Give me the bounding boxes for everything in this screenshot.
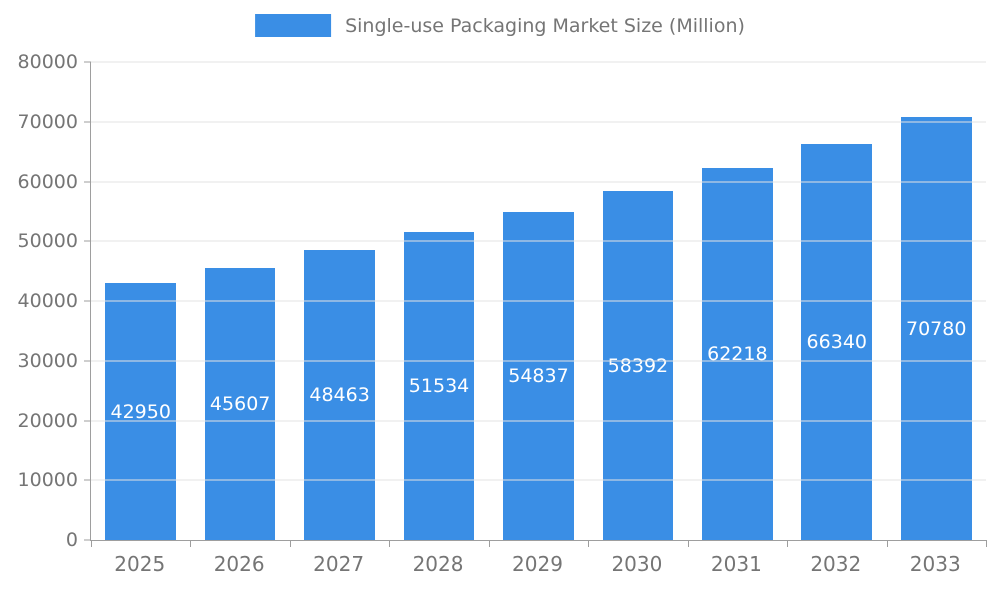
x-tick-label: 2030 xyxy=(611,552,663,576)
y-tick-mark xyxy=(84,479,91,481)
bar-value-label: 45607 xyxy=(209,392,271,415)
y-tick-label: 20000 xyxy=(17,409,78,432)
x-axis-labels: 2025 2026 2027 2028 2029 2030 2031 2032 2033 xyxy=(90,552,985,576)
bar-2025: 42950 xyxy=(105,283,177,540)
gridline xyxy=(91,479,986,481)
bar-2026: 45607 xyxy=(204,267,276,540)
bar-2027: 48463 xyxy=(304,250,375,540)
x-tick-label: 2033 xyxy=(909,552,961,576)
legend-swatch xyxy=(255,14,332,37)
y-tick-mark xyxy=(84,300,91,302)
bar-2033: 70780 xyxy=(900,117,972,540)
y-tick-mark xyxy=(84,539,91,541)
y-tick-label: 70000 xyxy=(17,110,78,133)
bar-slot: 45607 xyxy=(190,62,289,540)
gridline xyxy=(91,360,986,362)
chart-title: Single-use Packaging Market Size (Millio… xyxy=(345,14,745,37)
bar-2032: 66340 xyxy=(801,143,873,540)
bar-value-label: 42950 xyxy=(110,400,171,423)
x-tick-label: 2025 xyxy=(114,552,166,576)
y-tick-mark xyxy=(84,360,91,362)
x-tick-mark xyxy=(488,540,490,547)
bar-slot: 62218 xyxy=(688,62,787,540)
y-tick-label: 80000 xyxy=(17,51,78,73)
bar-slot: 48463 xyxy=(290,62,389,540)
x-tick-mark xyxy=(389,540,391,547)
gridline xyxy=(91,420,986,421)
gridline xyxy=(91,61,986,63)
chart-legend: Single-use Packaging Market Size (Millio… xyxy=(255,14,745,37)
bar-slot: 70780 xyxy=(887,62,986,540)
bar-2030: 58392 xyxy=(602,191,674,540)
y-tick-label: 10000 xyxy=(17,469,78,492)
bar-series: 42950 45607 48463 51534 54837 58392 62218 66340… xyxy=(91,62,986,540)
bar-value-label: 51534 xyxy=(408,375,470,398)
x-tick-mark xyxy=(289,540,291,547)
gridline xyxy=(91,121,986,123)
bar-value-label: 58392 xyxy=(607,354,669,377)
y-tick-label: 30000 xyxy=(17,349,78,372)
x-tick-mark xyxy=(687,540,689,547)
x-tick-label: 2028 xyxy=(412,552,464,576)
y-tick-mark xyxy=(84,181,91,182)
bar-2028: 51534 xyxy=(403,232,475,540)
bar-value-label: 48463 xyxy=(309,384,370,407)
x-tick-mark xyxy=(986,540,987,547)
x-tick-label: 2026 xyxy=(213,552,265,576)
y-tick-label: 60000 xyxy=(17,170,78,193)
y-tick-label: 50000 xyxy=(17,230,78,253)
y-tick-mark xyxy=(84,61,91,63)
gridline xyxy=(91,300,986,302)
bar-slot: 66340 xyxy=(787,62,886,540)
x-tick-mark xyxy=(190,540,192,547)
bar-value-label: 66340 xyxy=(806,330,868,353)
bar-slot: 42950 xyxy=(91,62,190,540)
bar-value-label: 70780 xyxy=(905,317,967,340)
bar-2031: 62218 xyxy=(702,168,773,540)
bar-value-label: 54837 xyxy=(508,365,569,388)
x-tick-mark xyxy=(886,540,888,547)
x-tick-mark xyxy=(91,540,92,547)
gridline xyxy=(91,181,986,182)
x-tick-mark xyxy=(787,540,789,547)
x-tick-label: 2032 xyxy=(810,552,862,576)
bar-2029: 54837 xyxy=(503,212,574,540)
x-tick-label: 2027 xyxy=(313,552,365,576)
gridline xyxy=(91,240,986,242)
y-tick-mark xyxy=(84,240,91,242)
x-tick-label: 2029 xyxy=(512,552,563,576)
y-tick-label: 0 xyxy=(65,529,78,551)
x-tick-label: 2031 xyxy=(710,552,762,576)
bar-slot: 58392 xyxy=(588,62,687,540)
bar-slot: 51534 xyxy=(389,62,488,540)
bar-slot: 54837 xyxy=(489,62,588,540)
y-tick-mark xyxy=(84,420,91,421)
y-axis-labels: 0 10000 20000 30000 40000 50000 60000 70000 8000… xyxy=(0,51,78,551)
x-tick-mark xyxy=(588,540,590,547)
plot-area: 42950 45607 48463 51534 54837 58392 62218 66340… xyxy=(84,61,987,547)
bar-value-label: 62218 xyxy=(707,343,768,366)
y-tick-mark xyxy=(84,121,91,123)
y-tick-label: 40000 xyxy=(17,290,78,312)
